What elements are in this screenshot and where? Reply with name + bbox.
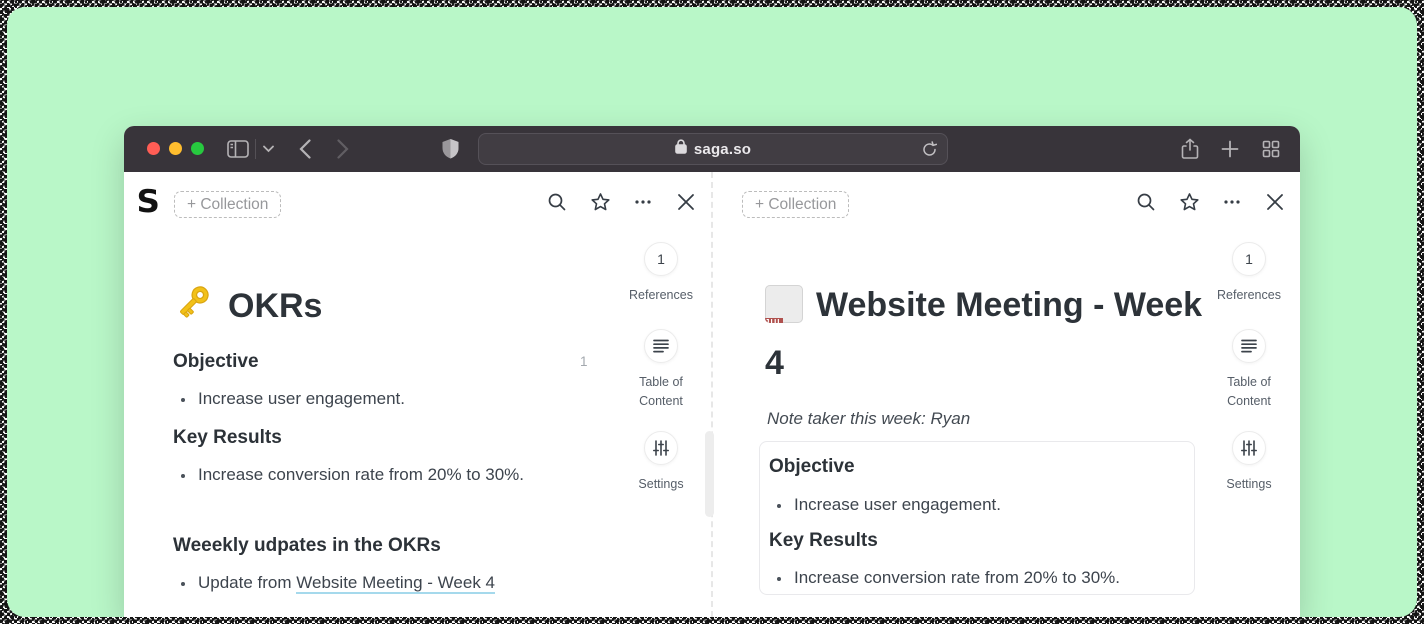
tab-overview-icon[interactable] bbox=[1262, 140, 1280, 158]
sidebar-toggle-icon[interactable] bbox=[227, 140, 249, 158]
objective-heading[interactable]: Objective bbox=[769, 456, 855, 477]
address-text: saga.so bbox=[693, 140, 752, 158]
more-options-icon[interactable] bbox=[1223, 193, 1241, 211]
new-tab-icon[interactable] bbox=[1221, 140, 1239, 158]
list-item-text: Increase conversion rate from 20% to 30%… bbox=[198, 465, 524, 484]
browser-titlebar: saga.so bbox=[124, 126, 1300, 172]
minimize-window-button[interactable] bbox=[169, 142, 182, 155]
table-of-content-button[interactable] bbox=[644, 329, 678, 363]
calendar-emoji-icon: JUL 17 bbox=[765, 285, 803, 323]
toolbar-separator bbox=[255, 139, 256, 159]
add-collection-button[interactable]: + Collection bbox=[742, 191, 850, 218]
address-bar[interactable]: saga.so bbox=[478, 133, 948, 165]
sliders-icon bbox=[653, 440, 669, 456]
reload-icon[interactable] bbox=[922, 141, 938, 163]
sliders-icon bbox=[1241, 440, 1257, 456]
more-options-icon[interactable] bbox=[634, 193, 652, 211]
forward-button-icon[interactable] bbox=[337, 139, 349, 159]
toc-control: Table of Content bbox=[1213, 329, 1285, 411]
references-control: 1 References bbox=[1213, 242, 1285, 305]
page-title: OKRs bbox=[173, 282, 322, 331]
page-title-text[interactable]: Website Meeting - Week 4 bbox=[765, 286, 1203, 382]
references-button[interactable]: 1 bbox=[644, 242, 678, 276]
page-title-text[interactable]: OKRs bbox=[228, 287, 323, 325]
pane-okrs: S + Collection bbox=[124, 172, 713, 617]
references-control: 1 References bbox=[625, 242, 697, 305]
referenced-block-card[interactable]: Objective Increase user engagement. Key … bbox=[759, 441, 1195, 595]
close-pane-icon[interactable] bbox=[1266, 193, 1284, 211]
list-item-text: Increase user engagement. bbox=[198, 389, 405, 408]
page-title: JUL 17 Website Meeting - Week 4 bbox=[765, 276, 1225, 392]
toc-lines-icon bbox=[653, 339, 669, 353]
key-results-heading[interactable]: Key Results bbox=[769, 530, 878, 551]
bullet-dot bbox=[181, 398, 185, 402]
settings-button[interactable] bbox=[644, 431, 678, 465]
bullet-dot bbox=[777, 504, 781, 508]
key-emoji-icon bbox=[173, 282, 213, 331]
list-item-text: Increase conversion rate from 20% to 30%… bbox=[794, 568, 1120, 587]
list-item[interactable]: Increase user engagement. bbox=[777, 495, 1001, 515]
back-button-icon[interactable] bbox=[299, 139, 311, 159]
note-taker-line[interactable]: Note taker this week: Ryan bbox=[767, 409, 971, 428]
bullet-dot bbox=[181, 582, 185, 586]
page-rail: 1 References Table of Content bbox=[1213, 242, 1285, 502]
favorite-star-icon[interactable] bbox=[1180, 193, 1199, 211]
references-button[interactable]: 1 bbox=[1232, 242, 1266, 276]
search-icon[interactable] bbox=[1137, 193, 1155, 211]
list-item-text: Increase user engagement. bbox=[794, 495, 1001, 514]
settings-label: Settings bbox=[1226, 477, 1272, 491]
privacy-shield-icon[interactable] bbox=[441, 138, 460, 160]
toc-label: Table of Content bbox=[1227, 375, 1271, 408]
saga-logo[interactable]: S bbox=[136, 184, 160, 220]
calendar-month: JUL bbox=[765, 318, 784, 323]
page-link[interactable]: Website Meeting - Week 4 bbox=[296, 573, 496, 594]
app-body: S + Collection bbox=[124, 172, 1300, 617]
scrollbar-thumb[interactable] bbox=[705, 431, 714, 517]
close-window-button[interactable] bbox=[147, 142, 160, 155]
bullet-dot bbox=[777, 577, 781, 581]
objective-heading[interactable]: Objective bbox=[173, 351, 259, 372]
weekly-updates-heading[interactable]: Weeekly udpates in the OKRs bbox=[173, 535, 441, 556]
favorite-star-icon[interactable] bbox=[591, 193, 610, 211]
bullet-dot bbox=[181, 474, 185, 478]
list-item[interactable]: Increase conversion rate from 20% to 30%… bbox=[181, 465, 524, 485]
add-collection-button[interactable]: + Collection bbox=[174, 191, 282, 218]
key-results-heading[interactable]: Key Results bbox=[173, 427, 282, 448]
table-of-content-button[interactable] bbox=[1232, 329, 1266, 363]
page-rail: 1 References Table of Content bbox=[625, 242, 697, 502]
references-label: References bbox=[1217, 288, 1281, 302]
lock-icon bbox=[675, 139, 687, 159]
chevron-down-icon[interactable] bbox=[263, 145, 274, 153]
list-item[interactable]: Increase conversion rate from 20% to 30%… bbox=[777, 568, 1120, 588]
references-label: References bbox=[629, 288, 693, 302]
close-pane-icon[interactable] bbox=[677, 193, 695, 211]
settings-label: Settings bbox=[638, 477, 684, 491]
browser-window: saga.so bbox=[124, 126, 1300, 617]
maximize-window-button[interactable] bbox=[191, 142, 204, 155]
settings-control: Settings bbox=[1213, 431, 1285, 494]
mint-backdrop: saga.so bbox=[7, 7, 1417, 617]
toc-label: Table of Content bbox=[639, 375, 683, 408]
pane-header-actions bbox=[548, 193, 695, 211]
list-item-text: Update from Website Meeting - Week 4 bbox=[198, 573, 496, 594]
search-icon[interactable] bbox=[548, 193, 566, 211]
list-item[interactable]: Update from Website Meeting - Week 4 bbox=[181, 573, 496, 594]
settings-button[interactable] bbox=[1232, 431, 1266, 465]
pane-website-meeting: + Collection bbox=[715, 172, 1300, 617]
toc-lines-icon bbox=[1241, 339, 1257, 353]
pane-header-actions bbox=[1137, 193, 1284, 211]
share-icon[interactable] bbox=[1181, 138, 1199, 160]
toc-control: Table of Content bbox=[625, 329, 697, 411]
block-reference-count[interactable]: 1 bbox=[580, 354, 588, 369]
list-item[interactable]: Increase user engagement. bbox=[181, 389, 405, 409]
settings-control: Settings bbox=[625, 431, 697, 494]
